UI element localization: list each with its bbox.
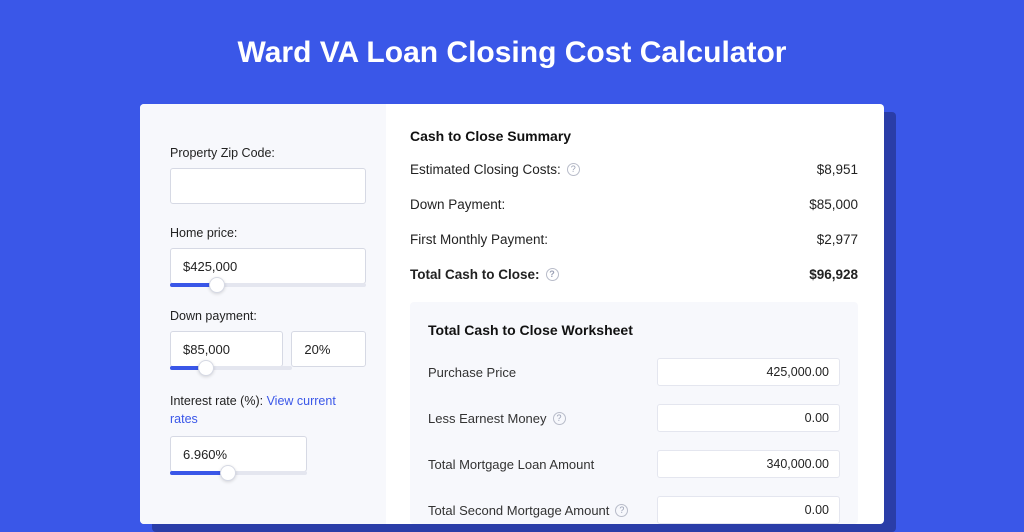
down-payment-input[interactable] <box>170 331 283 367</box>
field-zip: Property Zip Code: <box>170 146 366 204</box>
worksheet-row: Total Mortgage Loan Amount <box>428 450 840 478</box>
slider-thumb[interactable] <box>209 277 225 293</box>
home-price-slider[interactable] <box>170 283 366 287</box>
inputs-panel: Property Zip Code: Home price: Down paym… <box>140 104 386 524</box>
worksheet-row: Total Second Mortgage Amount? <box>428 496 840 524</box>
worksheet-title: Total Cash to Close Worksheet <box>428 322 840 338</box>
help-icon[interactable]: ? <box>567 163 580 176</box>
help-icon[interactable]: ? <box>615 504 628 517</box>
interest-label: Interest rate (%): <box>170 394 267 408</box>
worksheet-row-label: Purchase Price <box>428 365 516 380</box>
worksheet-value-input[interactable] <box>657 450 840 478</box>
down-payment-slider[interactable] <box>170 366 292 370</box>
field-home-price: Home price: <box>170 226 366 287</box>
zip-input[interactable] <box>170 168 366 204</box>
worksheet-value-input[interactable] <box>657 496 840 524</box>
summary-row: Estimated Closing Costs:? $8,951 <box>410 162 858 177</box>
worksheet-row-label: Total Second Mortgage Amount? <box>428 503 628 518</box>
summary-rows: Estimated Closing Costs:? $8,951 Down Paym… <box>410 162 858 282</box>
slider-thumb[interactable] <box>198 360 214 376</box>
summary-row-label: Total Cash to Close:? <box>410 267 559 282</box>
summary-row-value: $85,000 <box>809 197 858 212</box>
summary-title: Cash to Close Summary <box>410 128 858 144</box>
field-down-payment: Down payment: <box>170 309 366 370</box>
worksheet-row-label: Total Mortgage Loan Amount <box>428 457 594 472</box>
worksheet-row: Purchase Price <box>428 358 840 386</box>
summary-row-label: Down Payment: <box>410 197 505 212</box>
summary-row-label: First Monthly Payment: <box>410 232 548 247</box>
summary-row-value: $2,977 <box>817 232 858 247</box>
down-payment-label: Down payment: <box>170 309 366 323</box>
slider-thumb[interactable] <box>220 465 236 481</box>
home-price-input[interactable] <box>170 248 366 284</box>
worksheet-value-input[interactable] <box>657 358 840 386</box>
worksheet-row: Less Earnest Money? <box>428 404 840 432</box>
results-panel: Cash to Close Summary Estimated Closing … <box>386 104 884 524</box>
summary-row: First Monthly Payment: $2,977 <box>410 232 858 247</box>
worksheet-row-label: Less Earnest Money? <box>428 411 566 426</box>
page-title: Ward VA Loan Closing Cost Calculator <box>0 0 1024 98</box>
home-price-label: Home price: <box>170 226 366 240</box>
calculator-card: Property Zip Code: Home price: Down paym… <box>140 104 884 524</box>
zip-label: Property Zip Code: <box>170 146 366 160</box>
summary-row-label: Estimated Closing Costs:? <box>410 162 580 177</box>
summary-row-value: $96,928 <box>809 267 858 282</box>
summary-row: Total Cash to Close:? $96,928 <box>410 267 858 282</box>
interest-slider[interactable] <box>170 471 307 475</box>
summary-row-value: $8,951 <box>817 162 858 177</box>
summary-row: Down Payment: $85,000 <box>410 197 858 212</box>
worksheet-value-input[interactable] <box>657 404 840 432</box>
help-icon[interactable]: ? <box>553 412 566 425</box>
field-interest: Interest rate (%): View current rates <box>170 392 366 475</box>
worksheet-rows: Purchase Price Less Earnest Money? Total M… <box>428 358 840 524</box>
worksheet-panel: Total Cash to Close Worksheet Purchase P… <box>410 302 858 524</box>
help-icon[interactable]: ? <box>546 268 559 281</box>
interest-input[interactable] <box>170 436 307 472</box>
down-payment-pct-input[interactable] <box>291 331 366 367</box>
